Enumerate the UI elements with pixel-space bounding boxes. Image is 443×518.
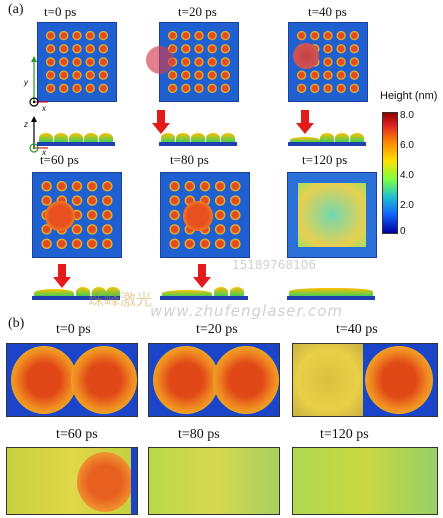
sideview-t120 bbox=[287, 282, 375, 300]
colorbar bbox=[382, 112, 398, 234]
time-label-a4: t=60 ps bbox=[40, 152, 79, 167]
closeup-t40 bbox=[292, 343, 438, 417]
closeup-t80 bbox=[148, 447, 280, 515]
time-label-a2: t=20 ps bbox=[178, 4, 217, 19]
topview-t60 bbox=[32, 172, 122, 258]
axis-label-x1: x bbox=[42, 104, 46, 113]
watermark-cn: 珠峰激光 bbox=[88, 290, 153, 309]
panel-a-label: (a) bbox=[8, 2, 24, 17]
time-label-a3: t=40 ps bbox=[308, 4, 347, 19]
axis-label-x2: x bbox=[42, 148, 46, 157]
time-label-b6: t=120 ps bbox=[320, 427, 369, 442]
topview-t120 bbox=[287, 172, 377, 258]
axis-label-y: y bbox=[24, 78, 28, 87]
colorbar-tick: 4.0 bbox=[400, 170, 414, 181]
topview-t0 bbox=[37, 22, 117, 102]
topview-t20 bbox=[159, 22, 239, 102]
axis-label-z: z bbox=[24, 120, 28, 129]
time-label-b3: t=40 ps bbox=[336, 322, 378, 337]
impact-arrowhead-t40 bbox=[296, 123, 314, 134]
coordinate-axes bbox=[29, 56, 48, 153]
time-label-b5: t=80 ps bbox=[178, 427, 220, 442]
sideview-t20 bbox=[159, 128, 237, 146]
closeup-t120 bbox=[292, 447, 438, 515]
colorbar-tick: 0 bbox=[400, 226, 406, 237]
impact-arrow-t40 bbox=[301, 110, 309, 124]
impact-arrowhead-t80 bbox=[193, 277, 211, 288]
watermark-phone: 15189768106 bbox=[232, 258, 316, 272]
impact-arrow-t20 bbox=[157, 110, 165, 124]
time-label-a6: t=120 ps bbox=[302, 152, 348, 167]
topview-t40 bbox=[288, 22, 368, 102]
watermark-url: www.zhufenglaser.com bbox=[150, 302, 344, 320]
colorbar-tick: 2.0 bbox=[400, 200, 414, 211]
time-label-a5: t=80 ps bbox=[170, 152, 209, 167]
impact-arrowhead-t60 bbox=[53, 277, 71, 288]
impact-arrow-t60 bbox=[58, 264, 66, 278]
time-label-b2: t=20 ps bbox=[196, 322, 238, 337]
sideview-t0 bbox=[37, 128, 115, 146]
sideview-t60 bbox=[32, 282, 120, 300]
topview-t80 bbox=[160, 172, 250, 258]
impact-arrow-t80 bbox=[198, 264, 206, 278]
panel-b-label: (b) bbox=[8, 316, 25, 331]
sideview-t80 bbox=[160, 282, 248, 300]
time-label-b4: t=60 ps bbox=[56, 427, 98, 442]
closeup-t20 bbox=[148, 343, 280, 417]
closeup-t60 bbox=[6, 447, 138, 515]
sideview-t40 bbox=[288, 128, 366, 146]
projectile-ball bbox=[146, 46, 174, 74]
impact-arrowhead-t20 bbox=[152, 123, 170, 134]
colorbar-tick: 8.0 bbox=[400, 110, 414, 121]
closeup-t0 bbox=[6, 343, 138, 417]
time-label-a1: t=0 ps bbox=[44, 4, 77, 19]
time-label-b1: t=0 ps bbox=[56, 322, 91, 337]
colorbar-title: Height (nm) bbox=[380, 90, 438, 102]
colorbar-tick: 6.0 bbox=[400, 140, 414, 151]
